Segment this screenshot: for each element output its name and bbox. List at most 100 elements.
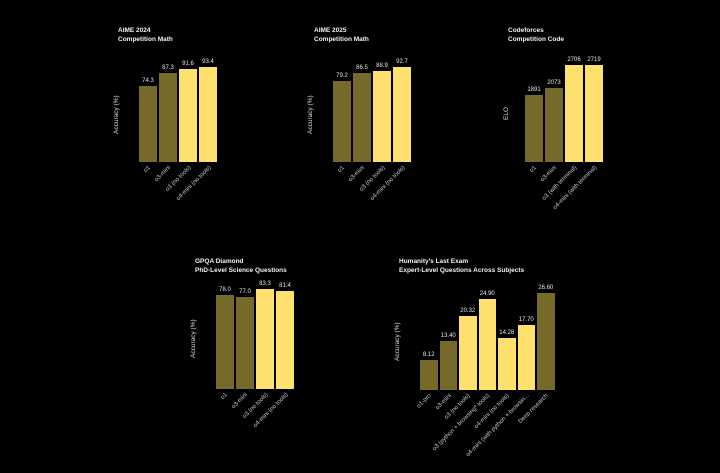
- x-tick-label: o3-mini: [348, 165, 367, 184]
- x-tick-label: o4-mini (no tools): [369, 165, 407, 203]
- chart-subtitle: Competition Math: [314, 36, 369, 44]
- chart-title: Humanity's Last Exam: [399, 258, 469, 265]
- chart-gpqa-diamond: GPQA Diamond PhD-Level Science Questions A…: [190, 257, 294, 429]
- bar: [420, 360, 438, 390]
- x-tick-label: o1: [529, 165, 539, 174]
- bar-group: 14.28: [498, 330, 516, 390]
- bar-group: 88.9: [373, 63, 391, 162]
- bar: [256, 289, 274, 389]
- bar-group: 20.32: [459, 308, 477, 390]
- chart-title: GPQA Diamond: [195, 258, 244, 265]
- bar-value-label: 78.0: [219, 287, 231, 293]
- chart-subtitle: PhD-Level Science Questions: [195, 267, 287, 275]
- bar-group: 91.6: [179, 61, 197, 162]
- y-axis-label: Accuracy (%): [307, 95, 314, 134]
- plot-area: ELO 1891 2073 2706 2719 o1 o3-mini o3 (with ter…: [503, 55, 603, 211]
- bar-group: 86.5: [353, 65, 371, 162]
- bar-group: 92.7: [393, 59, 411, 162]
- bar: [498, 338, 516, 390]
- chart-subtitle: Expert-Level Questions Across Subjects: [399, 267, 525, 275]
- bar-value-label: 77.0: [239, 289, 251, 295]
- bar-value-label: 88.9: [376, 63, 388, 69]
- chart-title-block: AIME 2025 Competition Math: [314, 26, 369, 44]
- bar-value-label: 1891: [527, 87, 541, 93]
- bar: [537, 293, 555, 390]
- x-tick-label: o1-pro: [416, 393, 433, 410]
- bars-row: 78.0 77.0 83.3 81.4: [216, 279, 294, 389]
- x-tick-label: o3-mini: [540, 165, 559, 184]
- chart-title: AIME 2024: [118, 27, 151, 34]
- bar: [517, 325, 535, 390]
- bar-value-label: 92.7: [396, 59, 408, 65]
- x-tick-label: o3-mini: [154, 165, 173, 184]
- bar-value-label: 17.70: [518, 317, 534, 323]
- bar: [179, 69, 197, 162]
- bar-group: 17.70: [517, 317, 535, 390]
- chart-humanitys-last-exam: Humanity's Last Exam Expert-Level Questio…: [394, 257, 555, 458]
- bar-group: 74.3: [139, 78, 157, 162]
- bars-row: 1891 2073 2706 2719: [525, 55, 603, 162]
- plot-area: Accuracy (%) 78.0 77.0 83.3 81.4 o1 o3-mini o3 …: [190, 279, 294, 429]
- plot-area: Accuracy (%) 74.3 87.3 91.6 93.4 o1 o3-mini o3 …: [113, 57, 217, 202]
- y-axis-label: Accuracy (%): [190, 319, 197, 359]
- bars-row: 74.3 87.3 91.6 93.4: [139, 57, 217, 162]
- bar-group: 83.3: [256, 281, 274, 389]
- bar: [353, 73, 371, 162]
- bar-value-label: 87.3: [162, 65, 174, 71]
- bars-row: 8.12 13.40 20.32 24.90 14.28 17.70 26.60: [420, 283, 555, 390]
- x-tick-label: o3-mini: [434, 393, 453, 412]
- bar: [276, 291, 294, 389]
- bar-group: 2073: [545, 80, 563, 162]
- bar-value-label: 93.4: [202, 59, 214, 65]
- bar: [199, 67, 217, 162]
- bar-value-label: 24.90: [479, 291, 495, 297]
- bar-group: 2706: [565, 57, 583, 162]
- bar-value-label: 83.3: [259, 281, 271, 287]
- bar-group: 8.12: [420, 352, 438, 390]
- bar-value-label: 13.40: [440, 333, 456, 339]
- chart-title-block: GPQA Diamond PhD-Level Science Questions: [195, 257, 287, 275]
- bar-value-label: 74.3: [142, 78, 154, 84]
- bar: [545, 88, 563, 162]
- chart-subtitle: Competition Math: [118, 36, 173, 44]
- chart-title: AIME 2025: [314, 27, 347, 34]
- bar-value-label: 2706: [567, 57, 581, 63]
- x-tick-label: o4-mini (no tools): [175, 165, 213, 203]
- bar: [459, 316, 477, 390]
- x-tick-label: o1: [220, 392, 230, 401]
- bar-group: 2719: [585, 57, 603, 162]
- bar: [216, 295, 234, 389]
- bar: [159, 73, 177, 162]
- bar-group: 1891: [525, 87, 543, 162]
- bar-value-label: 86.5: [356, 65, 368, 71]
- chart-title: Codeforces: [508, 27, 544, 34]
- bar-group: 87.3: [159, 65, 177, 162]
- y-axis-label: ELO: [503, 107, 510, 121]
- bar: [393, 67, 411, 162]
- bar-group: 26.60: [537, 285, 555, 390]
- bar: [565, 65, 583, 162]
- bar-group: 77.0: [236, 289, 254, 389]
- chart-codeforces: Codeforces Competition Code ELO 1891 2073 270…: [503, 26, 603, 211]
- x-tick-label: o3-mini: [231, 392, 250, 411]
- bar: [439, 341, 457, 390]
- bar: [333, 81, 351, 162]
- bar-value-label: 14.28: [499, 330, 515, 336]
- bar-group: 13.40: [439, 333, 457, 390]
- y-axis-label: Accuracy (%): [113, 95, 120, 134]
- plot-area: Accuracy (%) 79.2 86.5 88.9 92.7 o1 o3-mini o3 …: [307, 57, 411, 202]
- bar-group: 79.2: [333, 73, 351, 162]
- bar: [373, 71, 391, 162]
- bar-value-label: 8.12: [422, 352, 435, 358]
- chart-title-block: Codeforces Competition Code: [508, 26, 564, 44]
- chart-title-block: AIME 2024 Competition Math: [118, 26, 173, 44]
- bar-value-label: 20.32: [460, 308, 476, 314]
- bar: [236, 297, 254, 389]
- bars-row: 79.2 86.5 88.9 92.7: [333, 57, 411, 162]
- bar: [585, 65, 603, 162]
- bar: [139, 86, 157, 162]
- bar-value-label: 91.6: [182, 61, 194, 67]
- bar: [525, 95, 543, 162]
- chart-aime-2025: AIME 2025 Competition Math Accuracy (%) 79.…: [307, 26, 411, 202]
